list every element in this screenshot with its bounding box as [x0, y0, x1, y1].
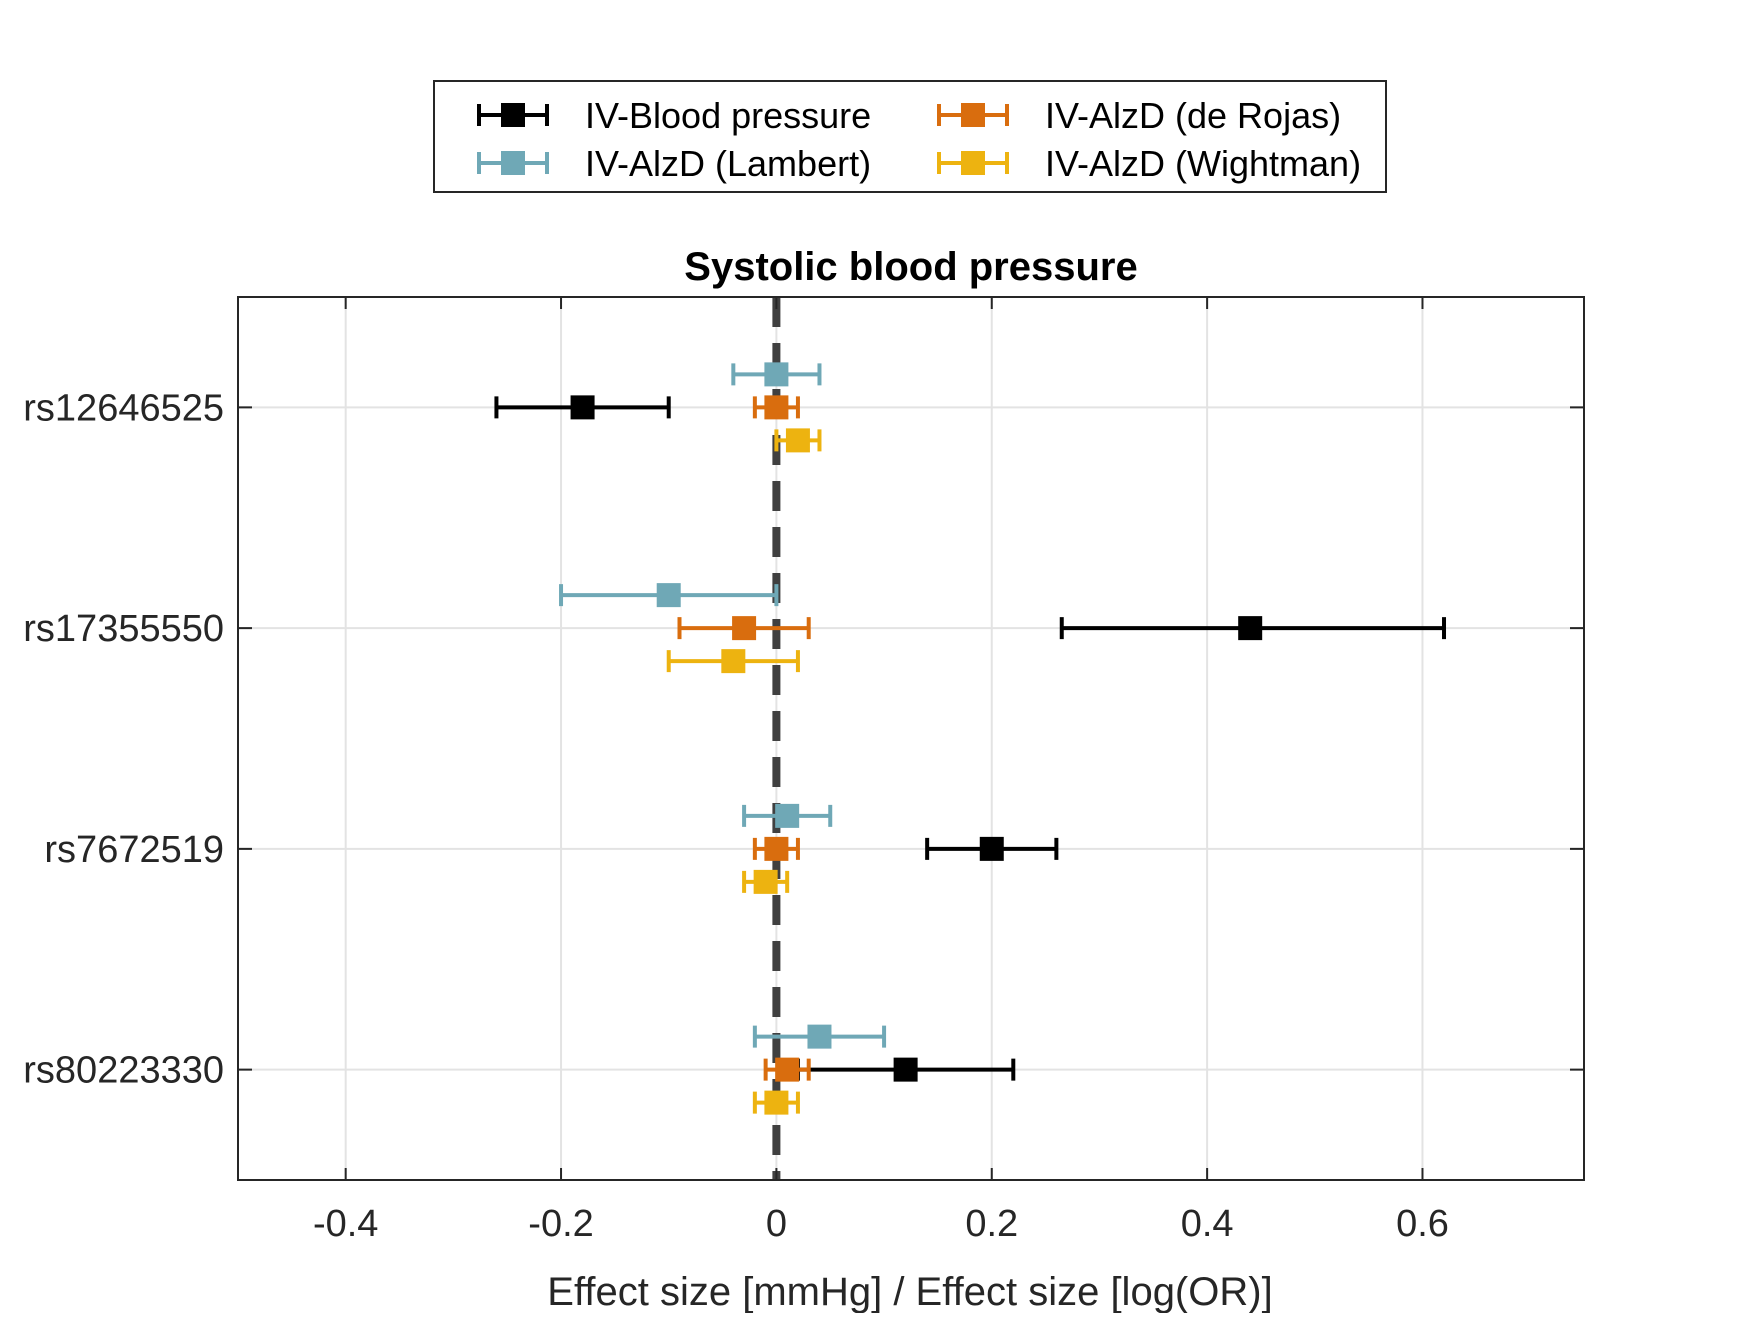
legend-item: IV-Blood pressure [477, 95, 871, 136]
legend-label: IV-AlzD (Wightman) [1045, 143, 1361, 184]
legend-marker-sample [961, 151, 985, 175]
legend-item: IV-AlzD (de Rojas) [937, 95, 1341, 136]
x-tick-label: 0.6 [1396, 1203, 1449, 1245]
series-layer [494, 362, 1447, 1115]
x-tick-label: 0.2 [965, 1203, 1018, 1245]
legend-box [433, 80, 1387, 193]
series-group [666, 428, 822, 1115]
legend: IV-Blood pressure IV-AlzD (de Rojas) IV-Al… [433, 80, 1387, 193]
point-marker [775, 1057, 800, 1082]
series-group [677, 395, 811, 1082]
x-tick-label: -0.4 [313, 1203, 378, 1245]
point-marker [764, 836, 789, 861]
series-group [559, 362, 887, 1049]
point-marker [570, 395, 595, 420]
point-marker [721, 649, 746, 674]
x-tick-label: -0.2 [528, 1203, 593, 1245]
point-marker [656, 583, 681, 608]
point-marker [893, 1057, 918, 1082]
legend-item: IV-AlzD (Wightman) [937, 143, 1361, 184]
point-marker [775, 803, 800, 828]
x-tick-label: 0.4 [1181, 1203, 1234, 1245]
point-marker [764, 362, 789, 387]
y-category-label: rs12646525 [23, 387, 224, 429]
plot-area-border [237, 296, 1585, 1181]
point-marker [764, 395, 789, 420]
x-axis-label: Effect size [mmHg] / Effect size [log(OR… [547, 1270, 1272, 1313]
point-marker [732, 616, 757, 641]
x-tick-label: 0 [766, 1203, 787, 1245]
chart-title: Systolic blood pressure [684, 245, 1137, 289]
point-marker [979, 836, 1004, 861]
axes-layer: -0.4 -0.2 0 0.2 0.4 0.6 rs12646525 rs17355550 rs… [23, 296, 1585, 1245]
y-category-label: rs7672519 [44, 829, 224, 871]
y-category-label: rs17355550 [23, 608, 224, 650]
point-marker [785, 428, 810, 453]
legend-marker-sample [961, 103, 985, 127]
point-marker [1238, 616, 1263, 641]
legend-item: IV-AlzD (Lambert) [477, 143, 871, 184]
legend-label: IV-AlzD (Lambert) [585, 143, 871, 184]
grid-layer [238, 297, 1584, 1180]
series-group [494, 395, 1447, 1082]
legend-marker-sample [501, 103, 525, 127]
point-marker [764, 1090, 789, 1115]
legend-marker-sample [501, 151, 525, 175]
y-category-label: rs80223330 [23, 1050, 224, 1092]
legend-label: IV-AlzD (de Rojas) [1045, 95, 1341, 136]
point-marker [807, 1024, 832, 1049]
point-marker [753, 869, 778, 894]
legend-label: IV-Blood pressure [585, 95, 871, 136]
